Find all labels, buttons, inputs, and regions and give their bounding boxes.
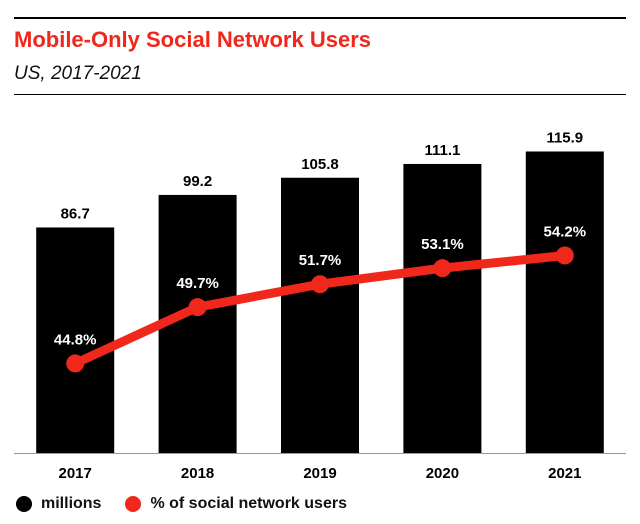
percent-label-2020: 53.1%: [421, 236, 464, 253]
percent-point-2020: [433, 259, 452, 278]
top-rule: [14, 17, 626, 19]
chart-subtitle: US, 2017-2021: [14, 63, 142, 84]
bar-value-label-2018: 99.2: [183, 173, 212, 190]
bar-2017: [36, 227, 115, 453]
bar-value-label-2021: 115.9: [546, 129, 583, 146]
legend-item-millions: millions: [16, 495, 101, 513]
bar-2021: [525, 151, 604, 453]
x-tick-label-2019: 2019: [303, 465, 336, 482]
x-tick-label-2017: 2017: [59, 465, 92, 482]
percent-point-2018: [188, 298, 207, 317]
percent-point-2017: [66, 354, 85, 373]
legend-swatch-percent: [125, 496, 142, 512]
bar-value-label-2017: 86.7: [61, 205, 90, 222]
percent-label-2017: 44.8%: [54, 331, 97, 348]
bar-2019: [281, 177, 359, 453]
x-tick-label-2020: 2020: [426, 465, 459, 482]
percent-point-2021: [555, 246, 574, 265]
percent-label-2019: 51.7%: [299, 252, 342, 269]
x-tick-label-2021: 2021: [548, 465, 581, 482]
legend-swatch-millions: [16, 496, 32, 512]
legend-label-millions: millions: [41, 495, 102, 512]
legend: millions % of social network users: [16, 495, 371, 513]
chart-title: Mobile-Only Social Network Users: [14, 27, 371, 52]
header-rule: [14, 94, 626, 95]
bar-value-label-2020: 111.1: [424, 142, 460, 159]
percent-label-2021: 54.2%: [544, 223, 587, 240]
percent-label-2018: 49.7%: [176, 275, 219, 292]
bar-2020: [403, 163, 482, 453]
x-tick-label-2018: 2018: [181, 465, 214, 482]
bar-value-label-2019: 105.8: [301, 156, 339, 173]
legend-label-percent: % of social network users: [150, 495, 347, 512]
legend-item-percent: % of social network users: [125, 495, 347, 513]
percent-point-2019: [311, 275, 329, 294]
